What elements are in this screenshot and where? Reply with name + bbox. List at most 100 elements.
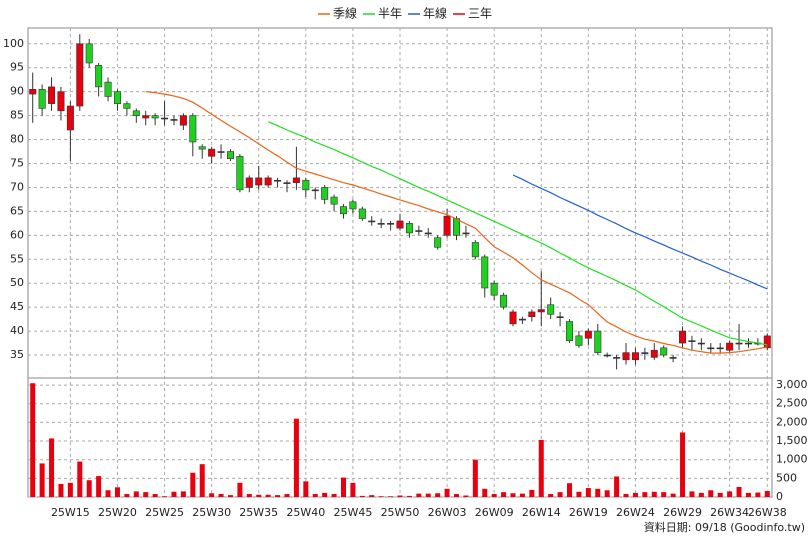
candle-body	[48, 86, 56, 104]
x-tick-label: 26W19	[569, 506, 608, 519]
candle-body	[518, 318, 526, 321]
y-tick-label: 60	[10, 228, 24, 241]
candle-body	[189, 115, 197, 143]
volume-bar	[727, 491, 733, 497]
volume-bar	[435, 493, 441, 497]
candle-body	[236, 156, 244, 191]
candle-body	[104, 81, 112, 97]
volume-bar	[218, 494, 224, 497]
volume-bar	[510, 493, 516, 497]
volume-bar	[425, 493, 431, 497]
x-tick-label: 26W29	[663, 506, 702, 519]
volume-bar	[67, 482, 73, 497]
x-tick-label: 25W30	[192, 506, 231, 519]
candle-body	[556, 316, 564, 319]
candle-body	[274, 179, 282, 182]
candle-body	[330, 196, 338, 205]
candle-body	[226, 151, 234, 160]
candle-body	[462, 232, 470, 235]
candle-body	[547, 304, 555, 315]
y-tick-label: 65	[10, 204, 24, 217]
candle-body	[613, 357, 621, 359]
volume-bar	[124, 494, 130, 497]
candle-body	[255, 177, 263, 186]
candle-body	[679, 330, 687, 344]
candle-body	[283, 182, 291, 184]
ma-line	[145, 91, 768, 354]
candle-body	[716, 347, 724, 350]
volume-bar	[755, 492, 761, 497]
candle-body	[707, 347, 715, 350]
candle-body	[575, 335, 583, 346]
volume-bar	[265, 494, 271, 497]
x-tick-label: 26W03	[428, 506, 467, 519]
volume-bar	[340, 477, 346, 497]
y2-tick-label: 3,000	[776, 378, 808, 391]
legend-label: 年線	[423, 6, 447, 21]
candle-body	[688, 340, 696, 342]
volume-bar	[388, 496, 394, 497]
volume-bar	[397, 495, 403, 497]
candle-body	[170, 119, 178, 121]
candle-body	[85, 43, 93, 64]
y-tick-label: 40	[10, 324, 24, 337]
volume-bar	[680, 432, 686, 497]
volume-bar	[548, 494, 554, 497]
candle-body	[161, 117, 169, 120]
x-tick-label: 26W24	[616, 506, 655, 519]
candle-body	[528, 311, 536, 318]
volume-bar	[312, 494, 318, 497]
y2-tick-label: 1,000	[776, 453, 808, 466]
candle-body	[622, 352, 630, 361]
volume-bar	[614, 476, 620, 497]
volume-bar	[567, 483, 573, 497]
volume-bar	[143, 492, 149, 497]
volume-bar	[209, 493, 215, 497]
volume-bar	[180, 491, 186, 497]
volume-bar	[350, 482, 356, 497]
candle-body	[245, 177, 253, 188]
volume-bar	[736, 486, 742, 497]
volume-bar	[133, 491, 139, 497]
volume-bar	[246, 494, 252, 497]
x-tick-label: 25W45	[333, 506, 372, 519]
volume-bar	[162, 496, 168, 497]
legend-label: 半年	[378, 7, 402, 21]
volume-bar	[708, 490, 714, 497]
candle-body	[584, 330, 592, 339]
candle-body	[321, 187, 329, 200]
y-tick-label: 90	[10, 85, 24, 98]
candle-body	[650, 349, 658, 358]
volume-bar	[96, 476, 102, 497]
volume-bar	[557, 492, 563, 497]
candle-body	[387, 223, 395, 225]
candle-body	[142, 115, 150, 119]
candle-body	[603, 354, 611, 357]
candle-body	[349, 201, 357, 210]
y-tick-label: 80	[10, 133, 24, 146]
volume-bar	[604, 490, 610, 497]
volume-bar	[77, 461, 83, 497]
volume-bar	[698, 492, 704, 497]
volume-bar	[152, 494, 158, 497]
candle-body	[509, 311, 517, 325]
candle-body	[490, 282, 498, 296]
candle-body	[537, 309, 545, 313]
volume-bar	[171, 491, 177, 497]
y-tick-label: 55	[10, 252, 24, 265]
candle-body	[434, 237, 442, 248]
volume-bar	[444, 488, 450, 497]
candle-body	[631, 352, 639, 361]
ma-line	[512, 174, 768, 290]
candle-body	[453, 218, 461, 236]
candle-body	[311, 189, 319, 192]
volume-bar	[369, 495, 375, 497]
volume-bar	[227, 495, 233, 497]
volume-bar	[651, 491, 657, 497]
volume-bar	[359, 495, 365, 497]
volume-bar	[463, 495, 469, 497]
candle-body	[424, 232, 432, 235]
ma-line	[267, 121, 768, 346]
volume-bar	[237, 482, 243, 497]
y-tick-label: 45	[10, 300, 24, 313]
